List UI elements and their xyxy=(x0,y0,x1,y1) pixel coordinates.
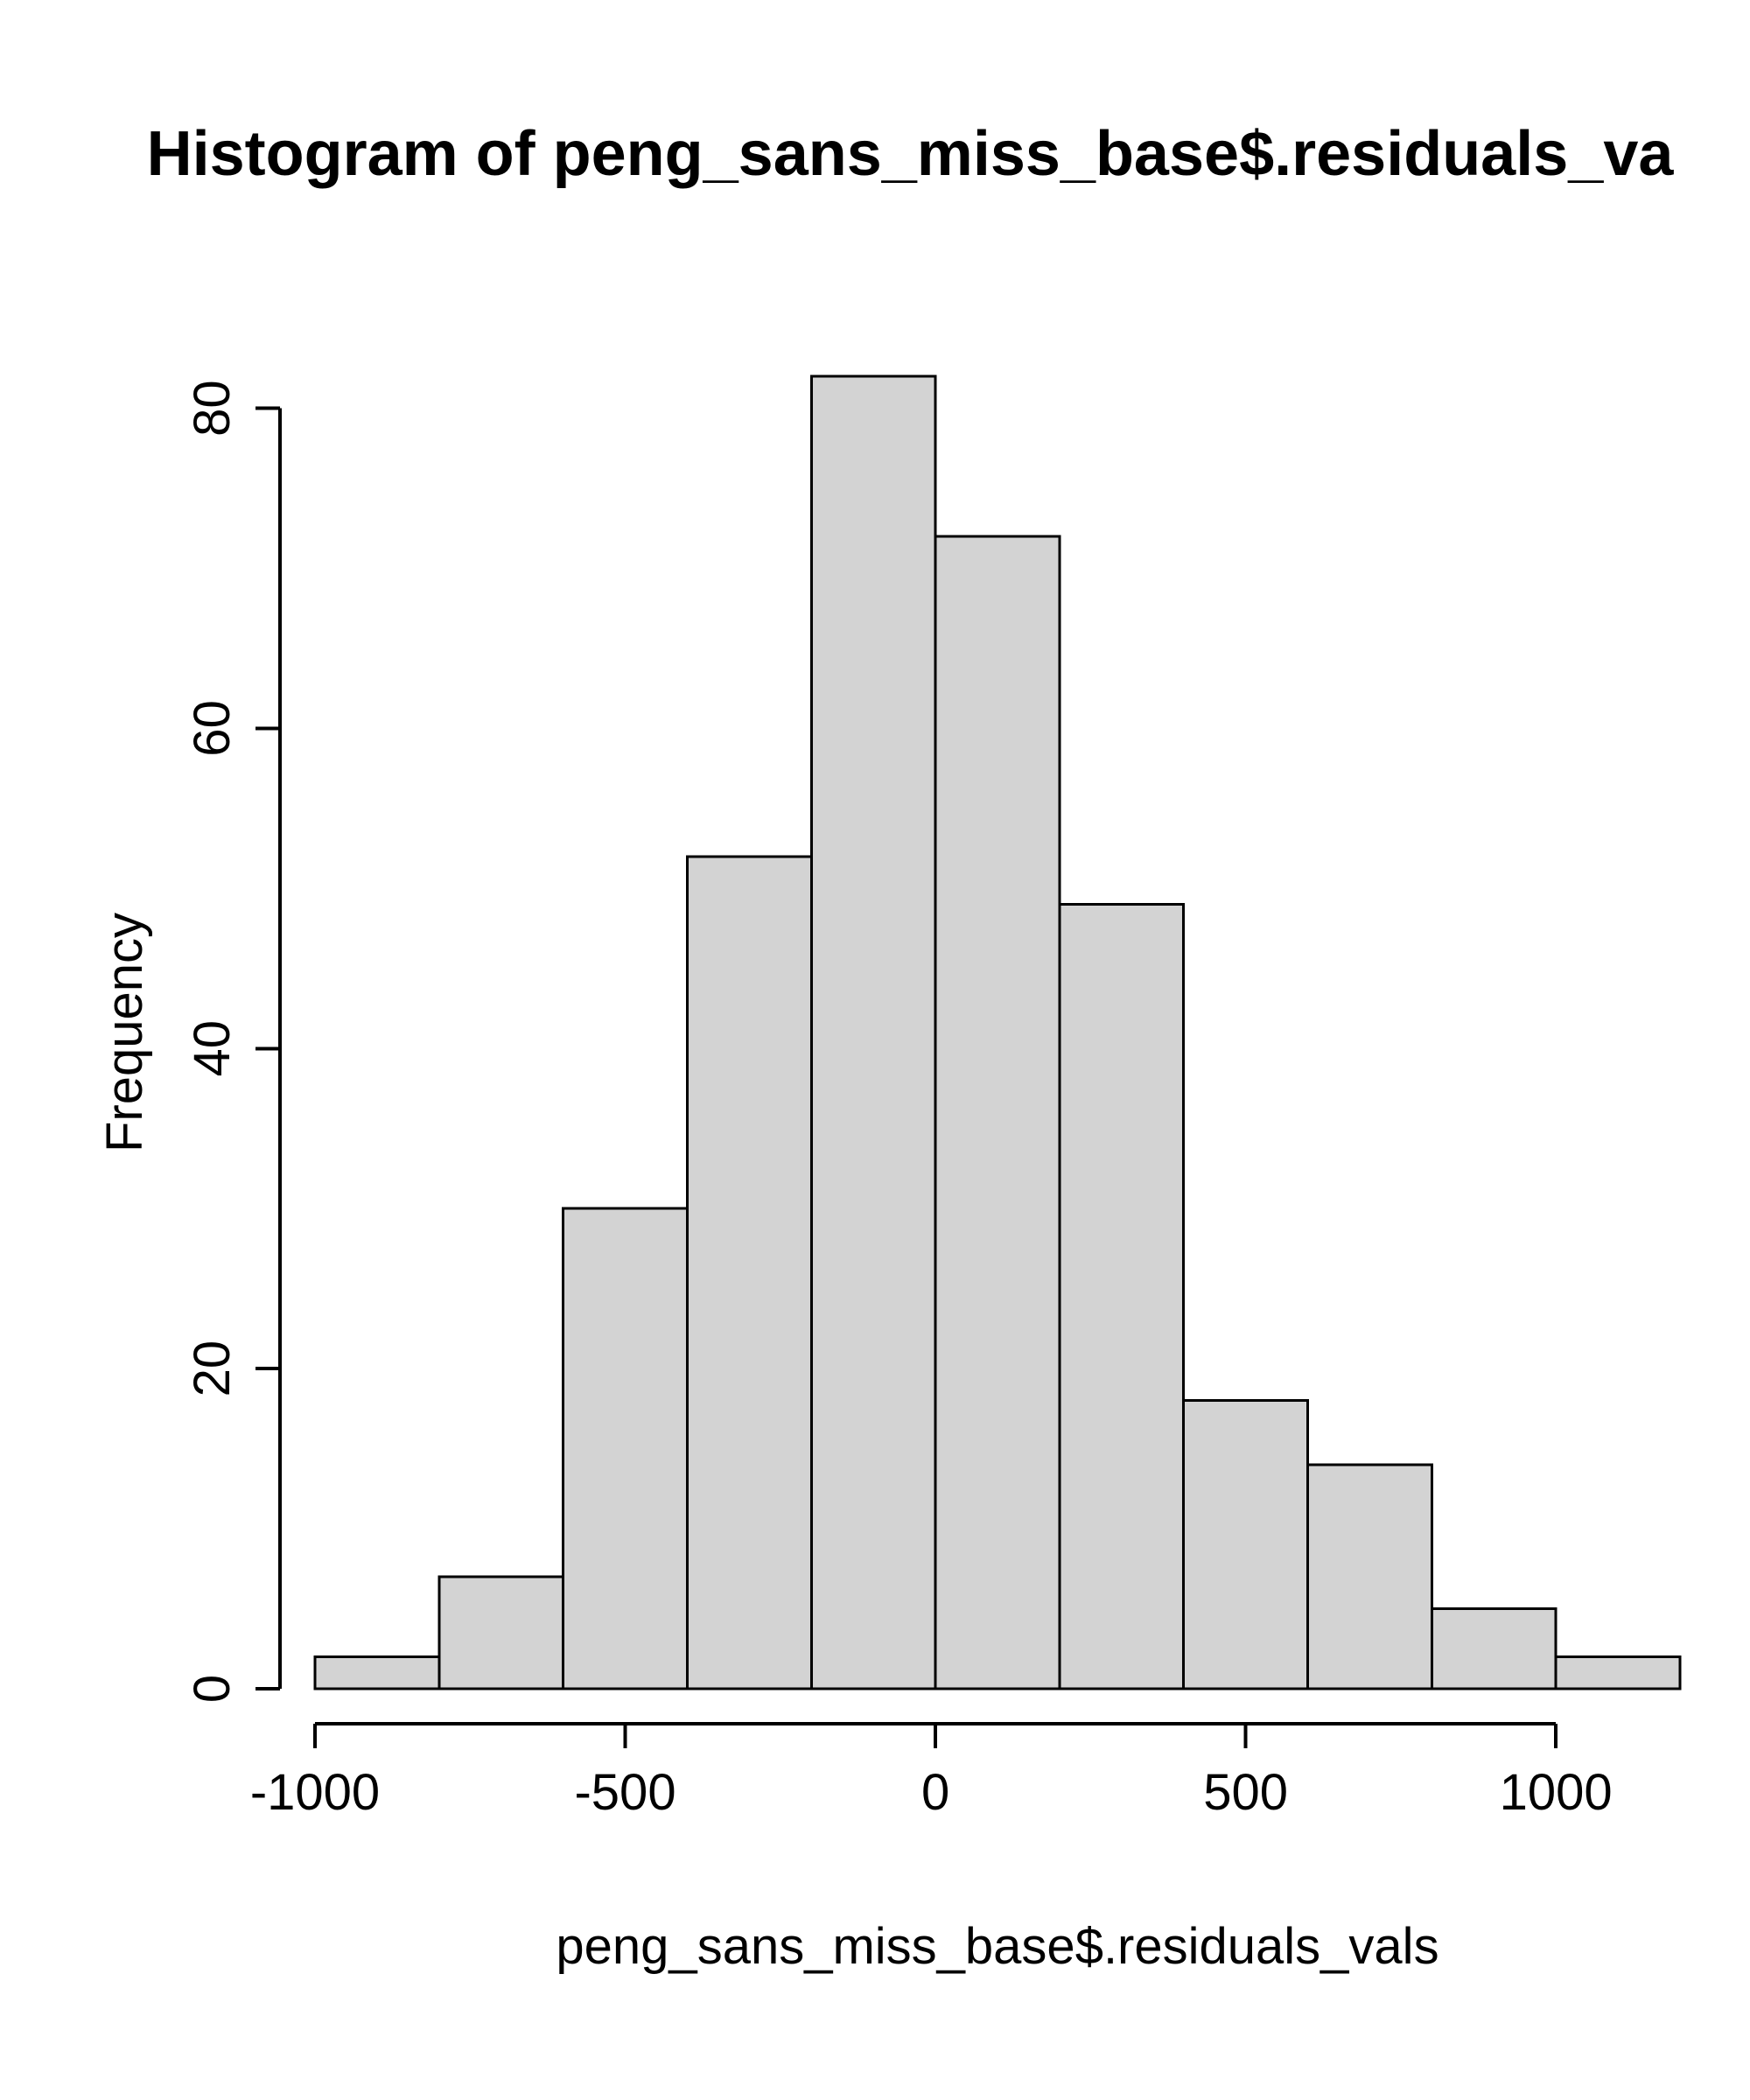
x-axis: -1000 -500 0 500 1000 xyxy=(250,1724,1613,1821)
y-tick-label: 20 xyxy=(184,1340,241,1397)
histogram-bar xyxy=(1184,1401,1308,1689)
y-axis-label: Frequency xyxy=(96,913,153,1152)
histogram-bar xyxy=(811,376,935,1689)
histogram-bar xyxy=(1308,1465,1432,1689)
histogram-bar xyxy=(1060,905,1184,1689)
histogram-bar xyxy=(687,857,811,1689)
x-tick-label: -1000 xyxy=(250,1764,380,1821)
y-tick-label: 60 xyxy=(184,700,241,757)
histogram-bar xyxy=(315,1656,439,1689)
x-tick-label: 0 xyxy=(921,1764,949,1821)
x-axis-label: peng_sans_miss_base$.residuals_vals xyxy=(556,1918,1438,1975)
x-tick-label: 1000 xyxy=(1500,1764,1613,1821)
chart-title: Histogram of peng_sans_miss_base$.residu… xyxy=(147,119,1675,189)
y-tick-label: 80 xyxy=(184,380,241,437)
y-axis: 0 20 40 60 80 xyxy=(184,380,280,1703)
histogram-bar xyxy=(1556,1656,1680,1689)
histogram-bar xyxy=(439,1577,564,1689)
x-tick-label: -500 xyxy=(574,1764,676,1821)
histogram-bar xyxy=(564,1208,688,1689)
x-tick-label: 500 xyxy=(1203,1764,1288,1821)
histogram-bar xyxy=(1432,1609,1556,1689)
bars-group xyxy=(315,376,1680,1689)
y-tick-label: 0 xyxy=(184,1675,241,1703)
histogram-bar xyxy=(935,536,1060,1689)
y-tick-label: 40 xyxy=(184,1020,241,1077)
histogram-chart: Histogram of peng_sans_miss_base$.residu… xyxy=(0,0,1750,2100)
